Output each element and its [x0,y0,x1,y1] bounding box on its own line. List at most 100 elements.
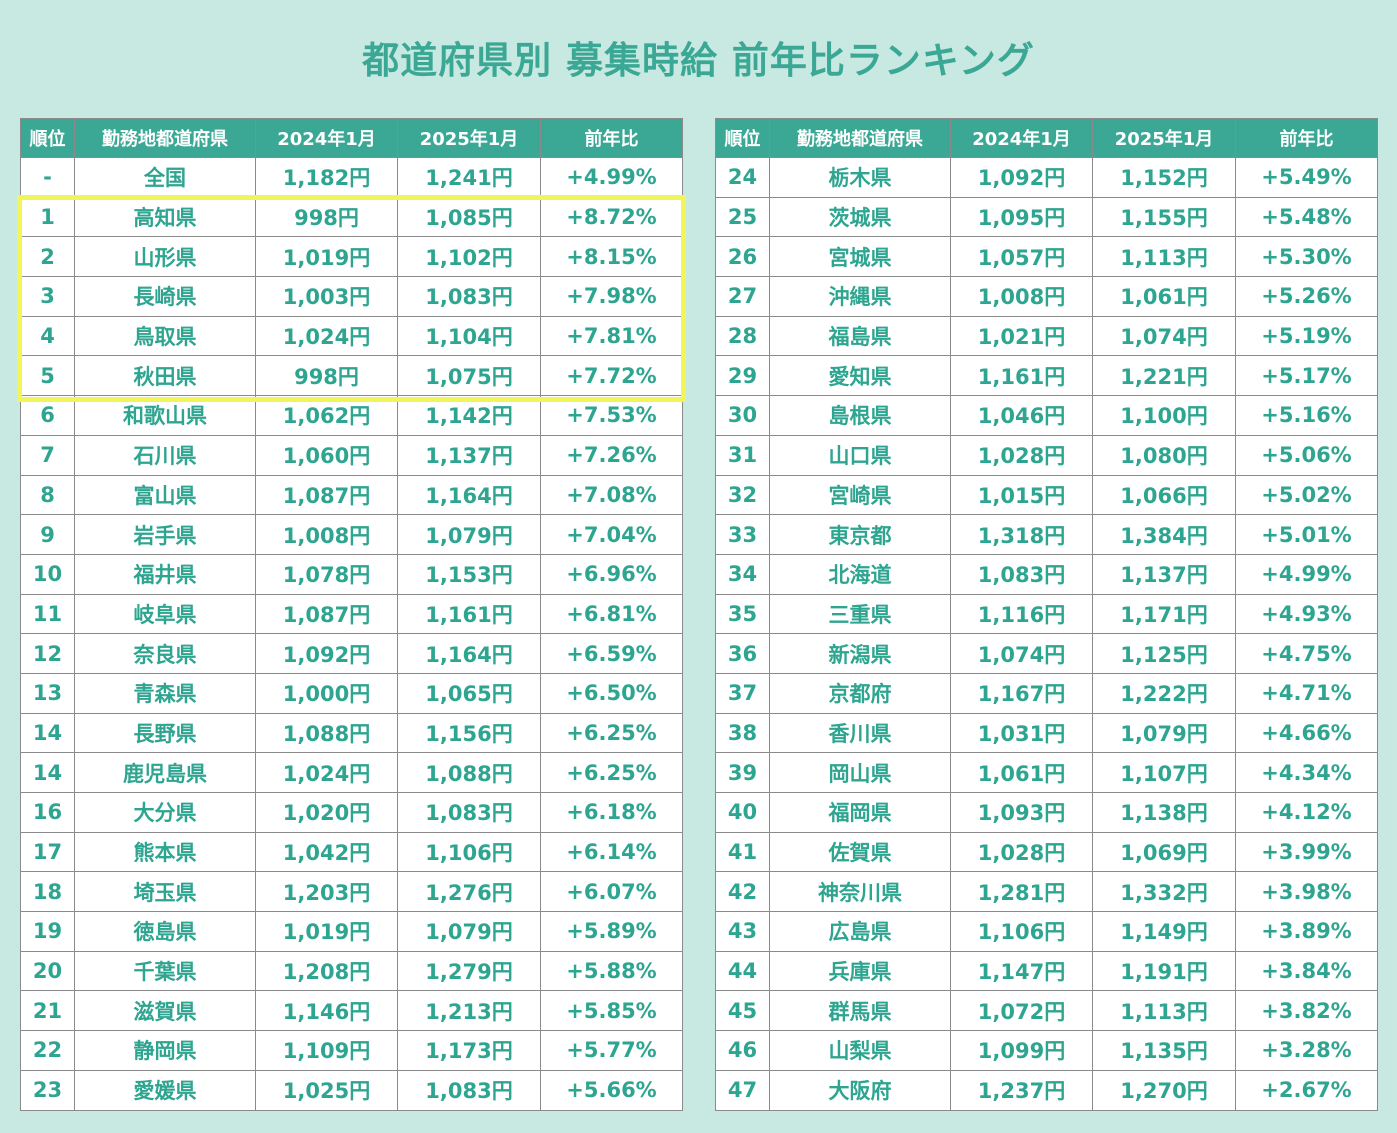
table-row: 29 愛知県 1,161円 1,221円 +5.17% [715,355,1378,397]
ranking-table-left: 順位 勤務地都道府県 2024年1月 2025年1月 前年比 - 全国 1,182円… [20,118,683,1111]
wage-2025-cell: 1,270円 [1092,1069,1236,1111]
wage-2025-cell: 1,083円 [397,792,541,833]
wage-2024-cell: 1,015円 [950,474,1093,516]
rank-cell: 8 [20,474,75,516]
wage-2024-cell: 1,146円 [255,990,398,1032]
rank-cell: 14 [20,712,75,754]
prefecture-cell: 三重県 [769,593,951,635]
table-row: 35 三重県 1,116円 1,171円 +4.93% [715,593,1378,635]
rank-cell: 35 [715,593,770,635]
prefecture-cell: 沖縄県 [769,276,951,317]
rank-cell: 32 [715,474,770,516]
prefecture-cell: 京都府 [769,672,951,714]
wage-2025-cell: 1,152円 [1092,157,1236,198]
rank-cell: 5 [20,355,75,397]
yoy-cell: +5.06% [1235,434,1378,476]
wage-2025-cell: 1,135円 [1092,1030,1236,1071]
prefecture-cell: 岐阜県 [74,593,256,635]
table-row: 14 長野県 1,088円 1,156円 +6.25% [20,712,683,754]
rank-cell: 21 [20,990,75,1032]
table-row: 43 広島県 1,106円 1,149円 +3.89% [715,911,1378,952]
yoy-cell: +6.25% [540,752,683,793]
wage-2024-cell: 1,078円 [255,553,398,595]
wage-2024-cell: 1,003円 [255,276,398,317]
wage-2025-cell: 1,125円 [1092,633,1236,674]
wage-2025-cell: 1,171円 [1092,593,1236,635]
table-row: 10 福井県 1,078円 1,153円 +6.96% [20,553,683,595]
prefecture-cell: 広島県 [769,911,951,952]
header-2024-jan: 2024年1月 [255,118,398,158]
table-row: 20 千葉県 1,208円 1,279円 +5.88% [20,950,683,992]
rank-cell: 40 [715,792,770,833]
yoy-cell: +5.19% [1235,315,1378,357]
prefecture-cell: 千葉県 [74,950,256,992]
table-row: 36 新潟県 1,074円 1,125円 +4.75% [715,633,1378,674]
wage-2025-cell: 1,088円 [397,752,541,793]
yoy-cell: +5.89% [540,911,683,952]
prefecture-cell: 福井県 [74,553,256,595]
rank-cell: 47 [715,1069,770,1111]
wage-2025-cell: 1,079円 [397,911,541,952]
prefecture-cell: 長崎県 [74,276,256,317]
prefecture-cell: 静岡県 [74,1030,256,1071]
wage-2024-cell: 1,028円 [950,831,1093,873]
wage-2025-cell: 1,164円 [397,633,541,674]
table-body-right: 24 栃木県 1,092円 1,152円 +5.49% 25 茨城県 1,095円 1,155円… [715,157,1378,1111]
table-row: 19 徳島県 1,019円 1,079円 +5.89% [20,911,683,952]
wage-2024-cell: 1,116円 [950,593,1093,635]
rank-cell: 23 [20,1069,75,1111]
wage-2025-cell: 1,107円 [1092,752,1236,793]
wage-2025-cell: 1,222円 [1092,672,1236,714]
wage-2025-cell: 1,080円 [1092,434,1236,476]
prefecture-cell: 宮崎県 [769,474,951,516]
rank-cell: 20 [20,950,75,992]
wage-2024-cell: 1,019円 [255,236,398,278]
wage-2024-cell: 1,161円 [950,355,1093,397]
table-row: 45 群馬県 1,072円 1,113円 +3.82% [715,990,1378,1032]
yoy-cell: +8.72% [540,196,683,238]
wage-2025-cell: 1,276円 [397,871,541,913]
yoy-cell: +5.49% [1235,157,1378,198]
prefecture-cell: 熊本県 [74,831,256,873]
prefecture-cell: 香川県 [769,712,951,754]
rank-cell: 1 [20,196,75,238]
rank-cell: 13 [20,672,75,714]
wage-2025-cell: 1,083円 [397,1069,541,1111]
wage-2024-cell: 1,025円 [255,1069,398,1111]
table-row: 46 山梨県 1,099円 1,135円 +3.28% [715,1030,1378,1071]
wage-2024-cell: 1,093円 [950,792,1093,833]
wage-2025-cell: 1,241円 [397,157,541,198]
header-prefecture: 勤務地都道府県 [769,118,951,158]
wage-2025-cell: 1,083円 [397,276,541,317]
table-row: 7 石川県 1,060円 1,137円 +7.26% [20,434,683,476]
table-row: 41 佐賀県 1,028円 1,069円 +3.99% [715,831,1378,873]
table-row: 25 茨城県 1,095円 1,155円 +5.48% [715,196,1378,238]
wage-2024-cell: 1,099円 [950,1030,1093,1071]
table-row: 1 高知県 998円 1,085円 +8.72% [20,196,683,238]
rank-cell: 46 [715,1030,770,1071]
header-yoy: 前年比 [540,118,683,158]
wage-2025-cell: 1,100円 [1092,395,1236,436]
wage-2025-cell: 1,279円 [397,950,541,992]
wage-2025-cell: 1,113円 [1092,990,1236,1032]
yoy-cell: +4.66% [1235,712,1378,754]
wage-2024-cell: 1,008円 [950,276,1093,317]
wage-2024-cell: 1,008円 [255,514,398,555]
rank-cell: 2 [20,236,75,278]
table-row: 2 山形県 1,019円 1,102円 +8.15% [20,236,683,278]
yoy-cell: +6.50% [540,672,683,714]
yoy-cell: +4.99% [540,157,683,198]
wage-2024-cell: 1,109円 [255,1030,398,1071]
rank-cell: 43 [715,911,770,952]
prefecture-cell: 群馬県 [769,990,951,1032]
table-row: 42 神奈川県 1,281円 1,332円 +3.98% [715,871,1378,913]
yoy-cell: +3.98% [1235,871,1378,913]
prefecture-cell: 東京都 [769,514,951,555]
table-row: 47 大阪府 1,237円 1,270円 +2.67% [715,1069,1378,1111]
table-row: 14 鹿児島県 1,024円 1,088円 +6.25% [20,752,683,793]
wage-2025-cell: 1,085円 [397,196,541,238]
wage-2024-cell: 1,061円 [950,752,1093,793]
prefecture-cell: 岩手県 [74,514,256,555]
wage-2024-cell: 1,024円 [255,752,398,793]
rank-cell: 28 [715,315,770,357]
